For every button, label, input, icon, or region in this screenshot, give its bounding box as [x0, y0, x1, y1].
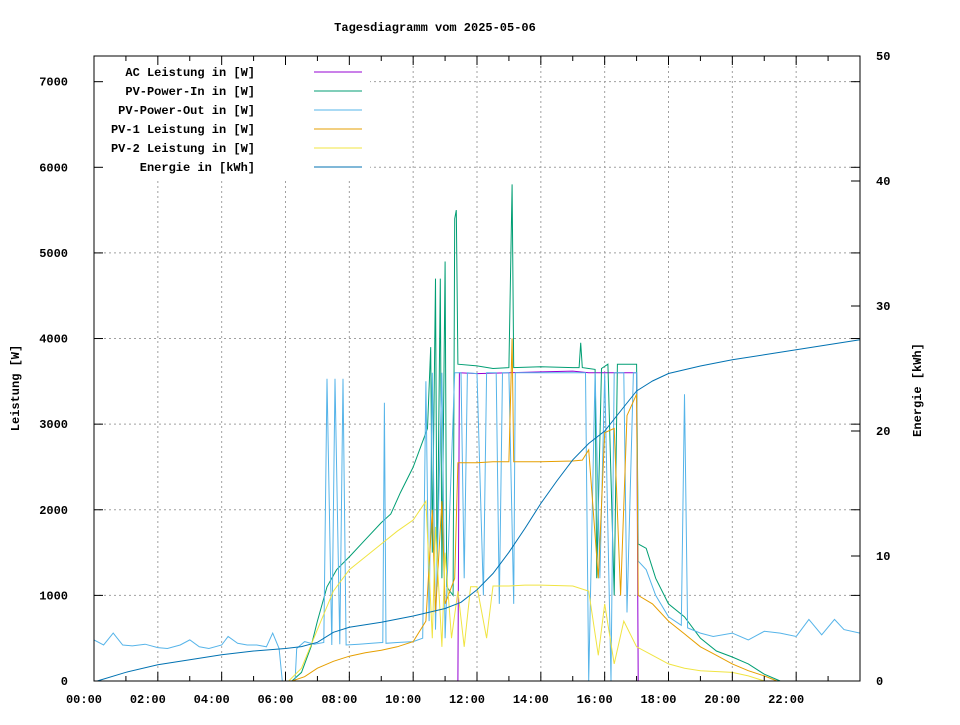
y2-tick-label: 50 [876, 50, 890, 64]
x-tick-label: 18:00 [640, 693, 676, 707]
x-tick-label: 00:00 [66, 693, 102, 707]
series-line-1 [291, 184, 781, 682]
x-tick-label: 02:00 [130, 693, 166, 707]
y-tick-label: 6000 [39, 161, 68, 175]
y2-tick-label: 30 [876, 300, 890, 314]
series-line-3 [291, 338, 778, 682]
y-tick-label: 7000 [39, 76, 68, 90]
legend-label: PV-Power-Out in [W] [118, 104, 255, 118]
y2-tick-label: 20 [876, 425, 890, 439]
x-tick-label: 06:00 [257, 693, 293, 707]
x-tick-label: 12:00 [449, 693, 485, 707]
legend-label: AC Leistung in [W] [125, 66, 255, 80]
series-line-2 [93, 372, 861, 682]
x-tick-label: 22:00 [768, 693, 804, 707]
grid [94, 56, 860, 681]
y-tick-label: 2000 [39, 504, 68, 518]
legend-label: PV-1 Leistung in [W] [111, 123, 255, 137]
chart-title: Tagesdiagramm vom 2025-05-06 [334, 21, 536, 35]
y2-tick-label: 0 [876, 675, 883, 689]
y2-tick-label: 40 [876, 175, 890, 189]
ticks: 00:00 02:00 04:00 06:00 08:00 10:00 12:00 14:00… [39, 50, 890, 707]
x-tick-label: 08:00 [321, 693, 357, 707]
y-tick-label: 3000 [39, 418, 68, 432]
legend-label: PV-Power-In in [W] [125, 85, 255, 99]
y-axis-label: Leistung [W] [9, 345, 23, 431]
y-tick-label: 1000 [39, 589, 68, 603]
y-tick-label: 4000 [39, 333, 68, 347]
y2-tick-label: 10 [876, 550, 890, 564]
legend-background [95, 57, 370, 179]
series-line-4 [288, 499, 765, 682]
x-tick-label: 20:00 [704, 693, 740, 707]
x-tick-label: 16:00 [577, 693, 613, 707]
x-tick-label: 04:00 [194, 693, 230, 707]
legend-label: PV-2 Leistung in [W] [111, 142, 255, 156]
y2-axis-label: Energie [kWh] [911, 343, 925, 437]
x-tick-label: 10:00 [385, 693, 421, 707]
y-tick-label: 5000 [39, 247, 68, 261]
series-layer [93, 184, 861, 682]
legend-label: Energie in [kWh] [140, 161, 255, 175]
y-tick-label: 0 [61, 675, 68, 689]
series-line-5 [97, 339, 861, 682]
legend: AC Leistung in [W] PV-Power-In in [W] PV-P… [95, 57, 370, 179]
x-tick-label: 14:00 [513, 693, 549, 707]
